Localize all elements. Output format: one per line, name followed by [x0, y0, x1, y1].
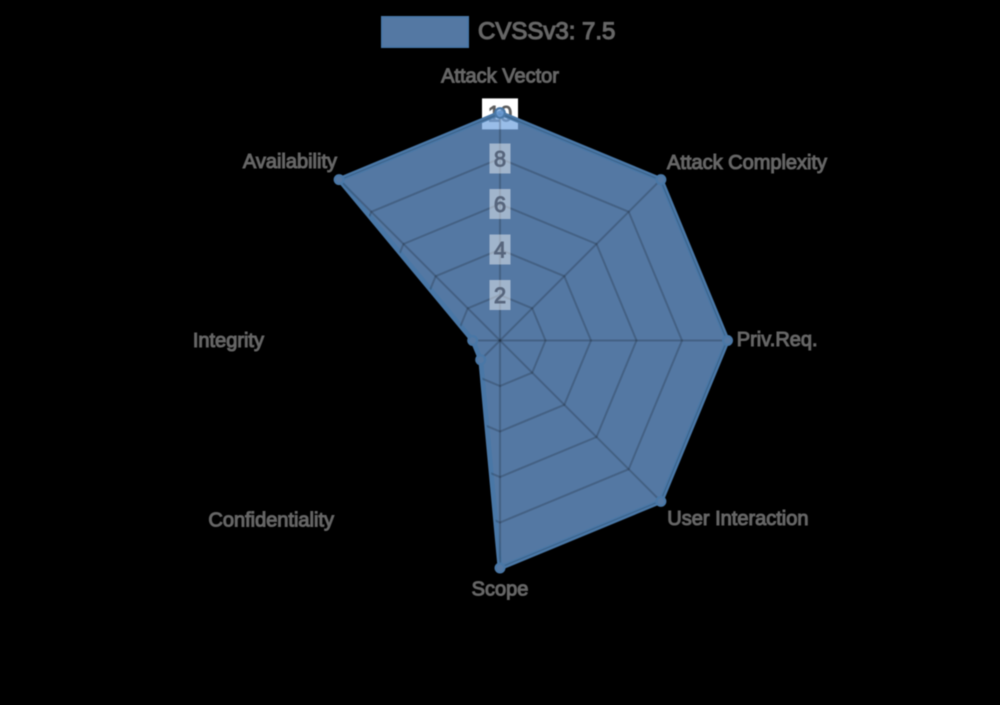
- svg-text:Scope: Scope: [472, 579, 529, 601]
- svg-text:Attack Vector: Attack Vector: [441, 66, 559, 88]
- svg-text:CVSSv3: 7.5: CVSSv3: 7.5: [478, 18, 615, 45]
- svg-text:Integrity: Integrity: [193, 330, 264, 352]
- svg-text:4: 4: [494, 237, 506, 262]
- svg-text:Availability: Availability: [243, 151, 337, 173]
- svg-text:Attack Complexity: Attack Complexity: [667, 152, 827, 174]
- svg-text:Confidentiality: Confidentiality: [208, 510, 334, 532]
- svg-text:6: 6: [494, 192, 506, 217]
- svg-text:2: 2: [494, 283, 506, 308]
- svg-text:User Interaction: User Interaction: [667, 508, 808, 530]
- svg-text:Priv.Req.: Priv.Req.: [737, 329, 818, 351]
- svg-text:8: 8: [494, 146, 506, 171]
